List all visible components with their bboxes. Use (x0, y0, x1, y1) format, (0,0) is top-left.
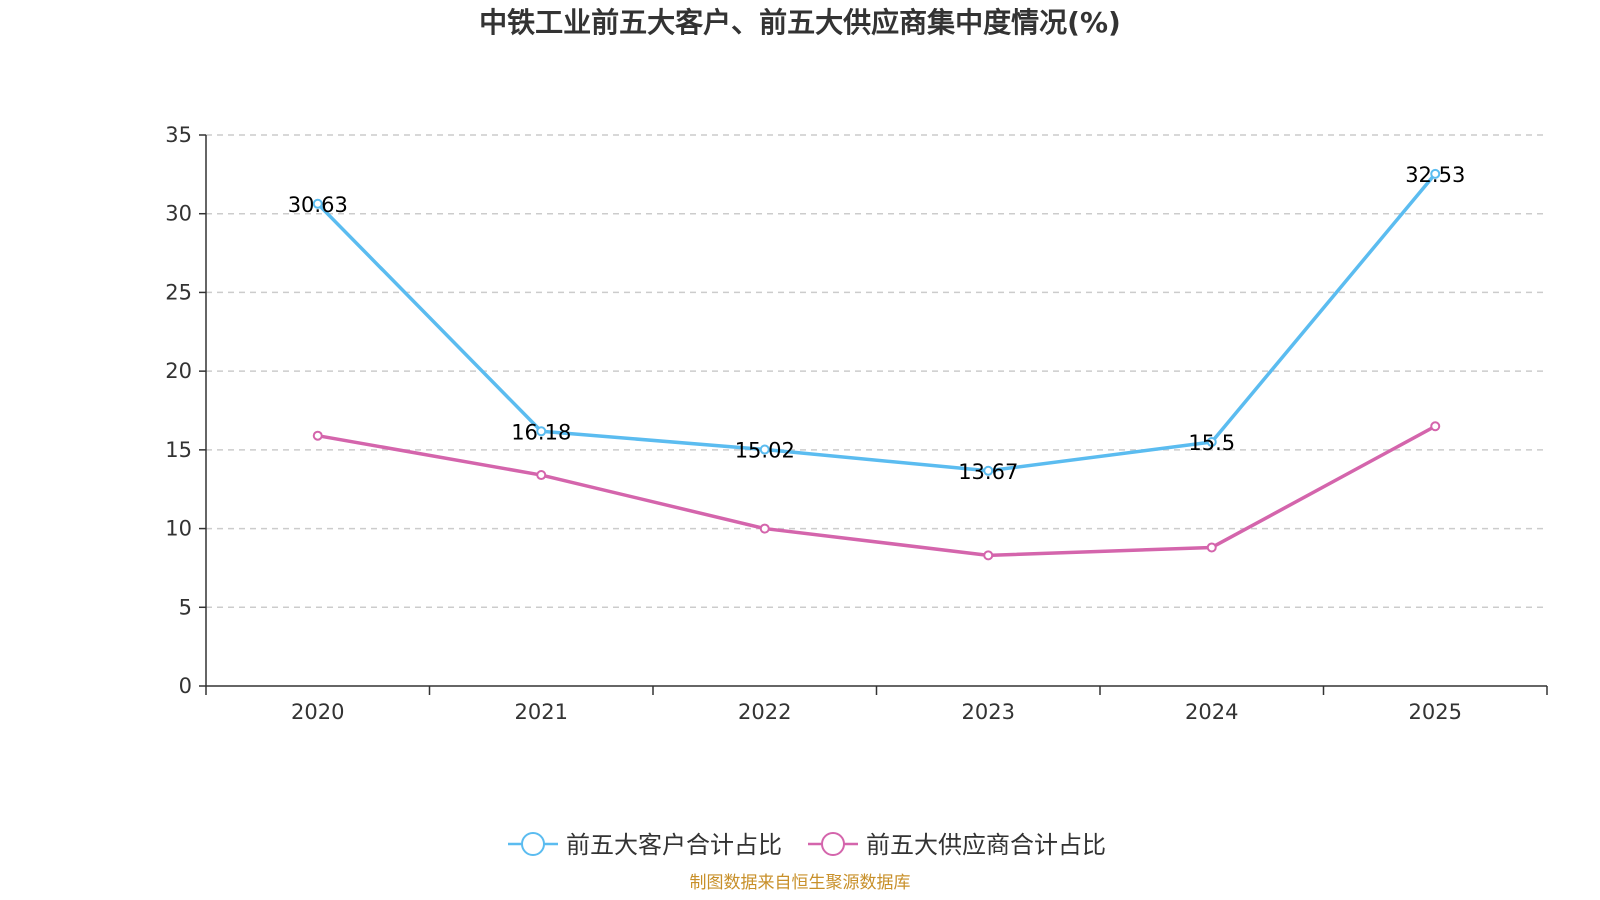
y-tick-label: 25 (165, 280, 192, 304)
x-tick-label: 2021 (515, 700, 568, 724)
y-tick-label: 35 (165, 123, 192, 147)
data-point[interactable] (536, 470, 547, 481)
series-line-1 (316, 172, 1437, 473)
x-tick-label: 2023 (962, 700, 1015, 724)
data-label: 30.63 (288, 193, 348, 217)
data-label: 16.18 (511, 420, 571, 444)
series-line-2 (317, 424, 1437, 558)
data-point[interactable] (759, 523, 770, 534)
gridlines (206, 134, 1547, 609)
y-tick-label: 10 (165, 517, 192, 541)
x-tick-label: 2025 (1409, 700, 1462, 724)
legend-item-1[interactable]: 前五大客户合计占比 (508, 831, 782, 859)
y-tick-label: 20 (165, 359, 192, 383)
x-tick-label: 2020 (291, 700, 344, 724)
data-point[interactable] (1430, 421, 1441, 432)
data-point[interactable] (312, 430, 323, 441)
y-tick-label: 30 (165, 202, 192, 226)
y-tick-label: 0 (179, 674, 192, 698)
y-tick-label: 15 (165, 438, 192, 462)
legend-marker-icon (521, 832, 545, 856)
legend[interactable]: 前五大客户合计占比 前五大供应商合计占比 (508, 831, 1106, 859)
data-point[interactable] (983, 550, 994, 561)
data-label: 32.53 (1405, 163, 1465, 187)
data-label: 15.5 (1188, 431, 1235, 455)
legend-label: 前五大供应商合计占比 (866, 831, 1106, 859)
data-point[interactable] (1206, 436, 1217, 447)
y-tick-label: 5 (179, 595, 192, 619)
data-label: 15.02 (735, 439, 795, 463)
x-tick-label: 2022 (738, 700, 791, 724)
legend-item-2[interactable]: 前五大供应商合计占比 (808, 831, 1106, 859)
data-label: 13.67 (958, 460, 1018, 484)
data-point[interactable] (1430, 168, 1441, 179)
legend-label: 前五大客户合计占比 (566, 831, 782, 859)
legend-marker-icon (821, 832, 845, 856)
data-labels: 30.63 16.18 15.02 13.67 15.5 32.53 (288, 163, 1466, 484)
data-point[interactable] (312, 198, 323, 209)
data-point[interactable] (983, 465, 994, 476)
chart-title: 中铁工业前五大客户、前五大供应商集中度情况(%) (479, 6, 1121, 39)
source-note: 制图数据来自恒生聚源数据库 (690, 873, 911, 893)
x-tick-label: 2024 (1185, 700, 1238, 724)
series-lines (312, 168, 1441, 561)
data-point[interactable] (536, 426, 547, 437)
data-point[interactable] (1206, 542, 1217, 553)
data-point[interactable] (759, 444, 770, 455)
